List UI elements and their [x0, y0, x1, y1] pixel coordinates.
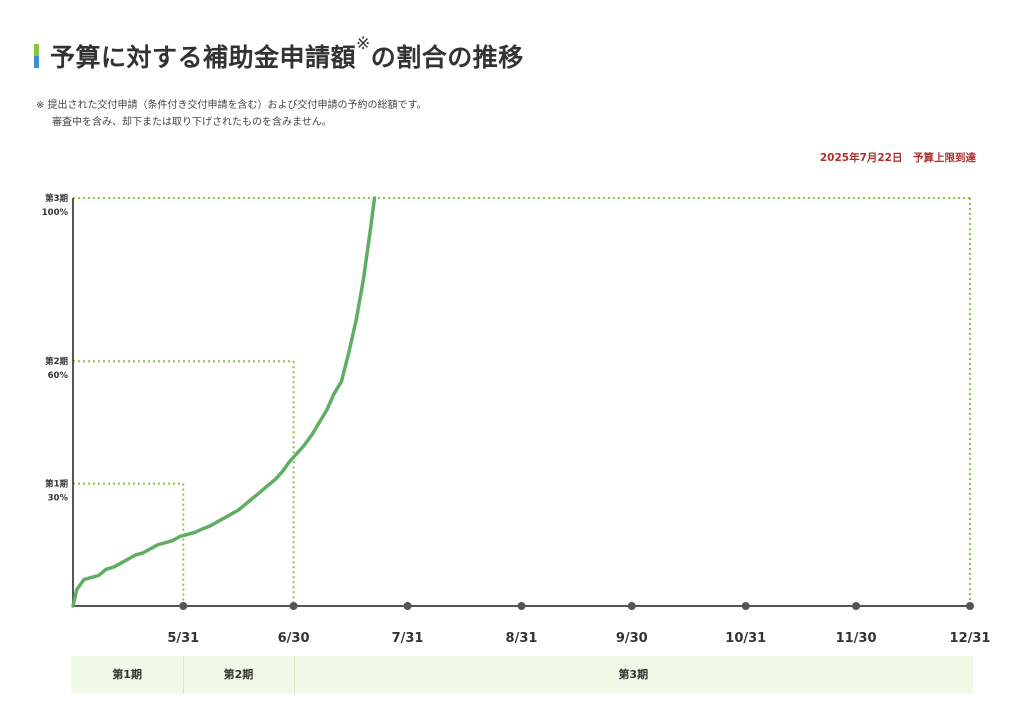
series-line	[71, 196, 377, 608]
x-tick-dot-2	[289, 602, 298, 610]
x-tick-dot-4	[517, 602, 526, 610]
footnote-line-1: ※ 提出された交付申請（条件付き交付申請を含む）および交付申請の予約の総額です。	[36, 100, 427, 111]
x-tick-label-6: 10/31	[725, 631, 766, 646]
y-label-period-3: 第3期	[45, 193, 68, 204]
x-tick-label-3: 7/31	[392, 631, 424, 646]
period-band: 第1期 第2期 第3期	[71, 656, 973, 694]
title-accent-bar	[34, 44, 39, 68]
x-tick-label-7: 11/30	[836, 631, 877, 646]
x-tick-label-5: 9/30	[616, 631, 648, 646]
footnote: ※ 提出された交付申請（条件付き交付申請を含む）および交付申請の予約の総額です。…	[36, 97, 427, 131]
x-tick-dot-8	[966, 602, 974, 610]
period-label-1: 第1期	[112, 668, 142, 681]
period-separator-2	[293, 656, 295, 694]
y-label-period-2: 第2期	[45, 356, 68, 367]
budget-reached-label: 2025年7月22日 予算上限到達	[819, 152, 976, 164]
period-separator-1	[183, 656, 185, 694]
y-label-value-3: 100%	[42, 208, 69, 218]
x-tick-dot-5	[627, 602, 636, 610]
period-label-3: 第3期	[618, 668, 649, 681]
x-tick-dot-6	[741, 602, 750, 610]
x-tick-label-4: 8/31	[506, 631, 538, 646]
x-tick-dot-1	[179, 602, 188, 610]
x-tick-dot-3	[403, 602, 412, 610]
footnote-line-2: 審査中を含み、却下または取り下げされたものを含みません。	[52, 117, 332, 128]
y-label-value-2: 60%	[48, 371, 69, 381]
y-label-period-1: 第1期	[45, 479, 68, 490]
x-tick-label-1: 5/31	[167, 631, 199, 646]
page-title: 予算に対する補助金申請額※の割合の推移	[50, 34, 524, 72]
x-tick-dot-7	[852, 602, 861, 610]
x-tick-label-8: 12/31	[950, 631, 991, 646]
y-label-value-1: 30%	[48, 494, 69, 504]
x-tick-label-2: 6/30	[278, 631, 310, 646]
period-label-2: 第2期	[223, 668, 254, 681]
title-note-mark: ※	[356, 34, 371, 54]
